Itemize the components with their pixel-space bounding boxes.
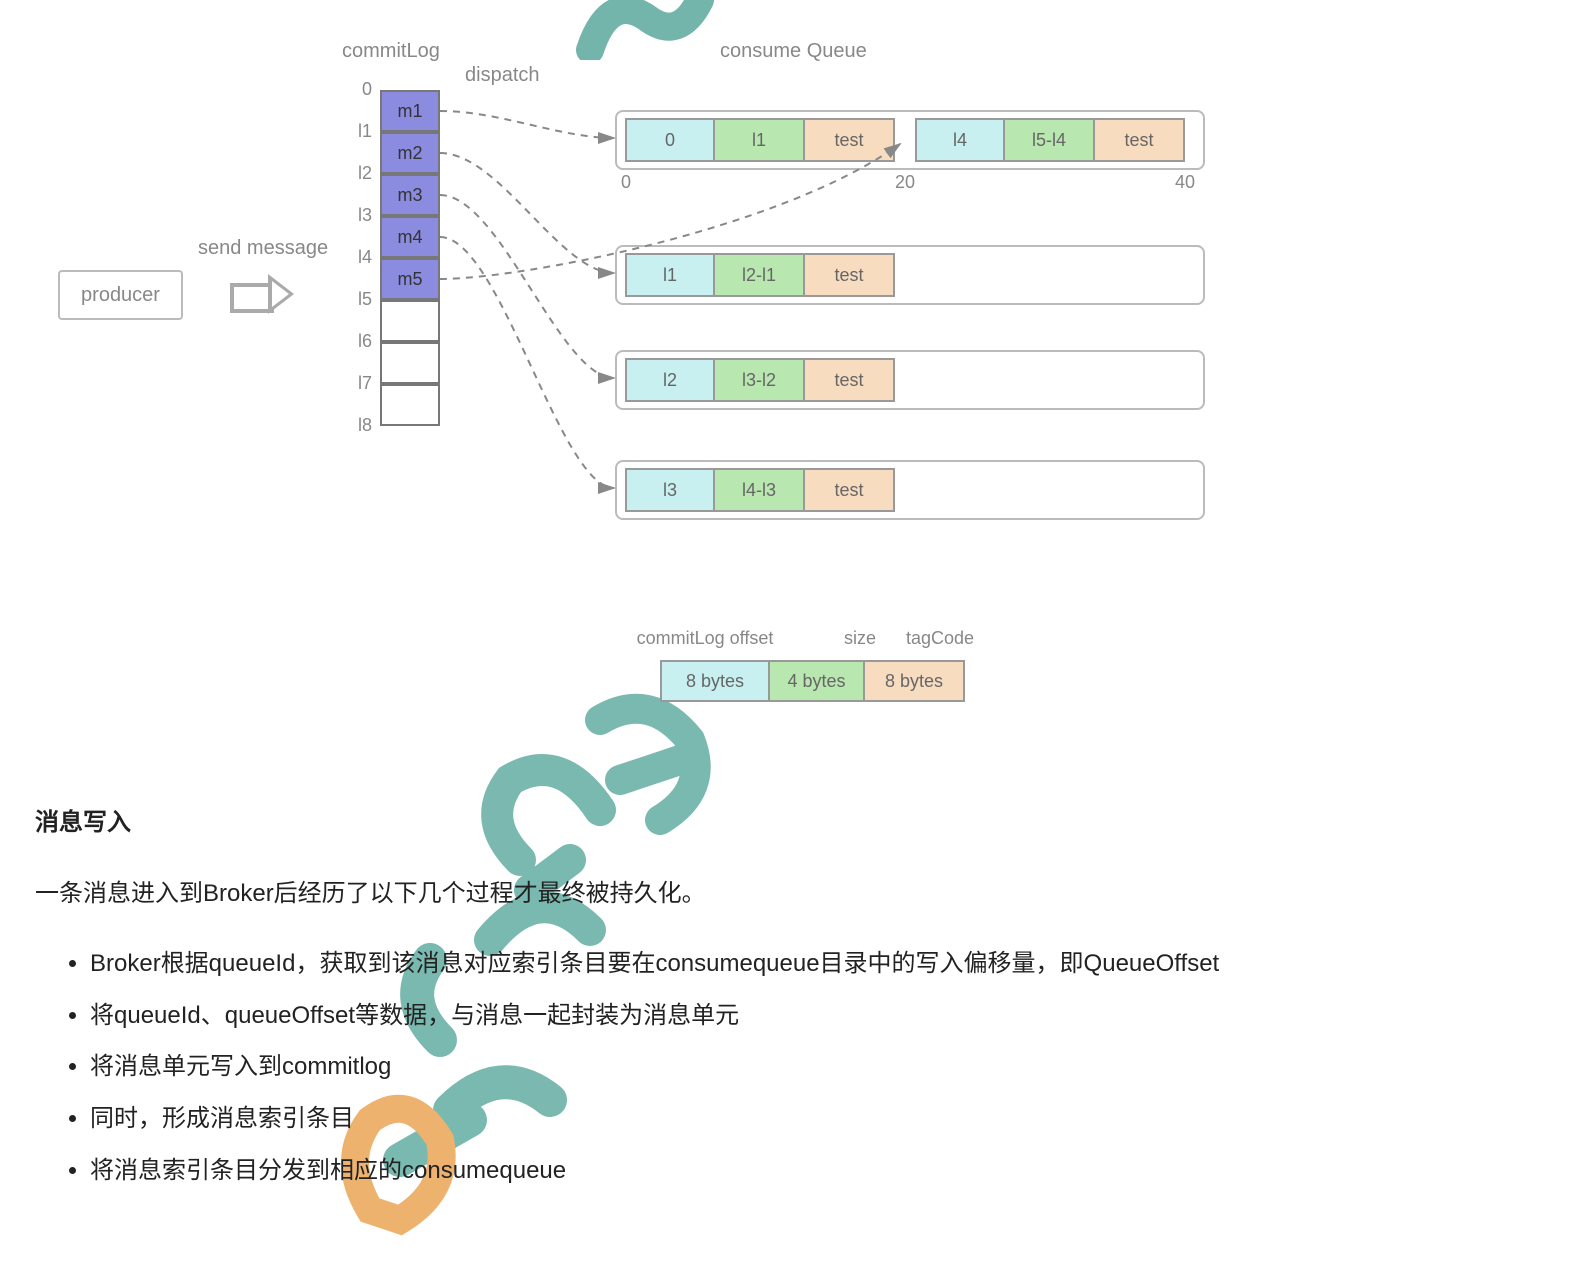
- bullet-item: 将queueId、queueOffset等数据，与消息一起封装为消息单元: [90, 993, 1542, 1039]
- article-text: 消息写入 一条消息进入到Broker后经历了以下几个过程才最终被持久化。 Bro…: [20, 800, 1557, 1193]
- commitlog-cell: [380, 342, 440, 384]
- commitlog-tick: l3: [342, 205, 372, 226]
- send-arrow: [230, 275, 300, 313]
- commitlog-tick: l2: [342, 163, 372, 184]
- legend-header: tagCode: [860, 628, 1020, 649]
- consume-queue-row: l2l3-l2test: [615, 350, 1205, 410]
- intro-paragraph: 一条消息进入到Broker后经历了以下几个过程才最终被持久化。: [35, 871, 1542, 917]
- legend-row: 8 bytes4 bytes8 bytes: [660, 660, 965, 702]
- consume-queue-row: 0l1testl4l5-l4test: [615, 110, 1205, 170]
- bullet-item: 将消息单元写入到commitlog: [90, 1044, 1542, 1090]
- commitlog-cell: m5: [380, 258, 440, 300]
- consume-queue-row: l1l2-l1test: [615, 245, 1205, 305]
- consume-queue-row: l3l4-l3test: [615, 460, 1205, 520]
- commitlog-tick: l7: [342, 373, 372, 394]
- commitlog-cell: m3: [380, 174, 440, 216]
- commitlog-cell: [380, 300, 440, 342]
- commitlog-cell: [380, 384, 440, 426]
- queue-entry-tag: test: [805, 118, 895, 162]
- commitlog-cell: m4: [380, 216, 440, 258]
- queue-entry-tag: test: [805, 253, 895, 297]
- queue-scale-tick: 20: [895, 172, 915, 193]
- dispatch-label: dispatch: [465, 64, 540, 87]
- bullet-item: Broker根据queueId，获取到该消息对应索引条目要在consumeque…: [90, 941, 1542, 987]
- queue-entry-offset: l3: [625, 468, 715, 512]
- queue-scale-tick: 0: [621, 172, 631, 193]
- queue-entry-size: l3-l2: [715, 358, 805, 402]
- legend-header: commitLog offset: [625, 628, 785, 649]
- legend-cell: 4 bytes: [770, 660, 865, 702]
- queue-entry-size: l1: [715, 118, 805, 162]
- producer-label: producer: [81, 284, 160, 307]
- commitlog-tick: l8: [342, 415, 372, 436]
- queue-entry-offset: 0: [625, 118, 715, 162]
- queue-entry-tag: test: [805, 358, 895, 402]
- commitlog-cell: m2: [380, 132, 440, 174]
- legend-cell: 8 bytes: [660, 660, 770, 702]
- commitlog-tick: l1: [342, 121, 372, 142]
- consume-queue-title: consume Queue: [720, 40, 867, 63]
- queue-entry-size: l5-l4: [1005, 118, 1095, 162]
- commitlog-title: commitLog: [342, 40, 440, 63]
- queue-entry-offset: l1: [625, 253, 715, 297]
- send-message-label: send message: [198, 237, 328, 260]
- bullet-item: 同时，形成消息索引条目: [90, 1096, 1542, 1142]
- queue-scale-tick: 40: [1175, 172, 1195, 193]
- queue-entry-size: l4-l3: [715, 468, 805, 512]
- heading: 消息写入: [35, 800, 1542, 846]
- commitlog-cell: m1: [380, 90, 440, 132]
- bullet-list: Broker根据queueId，获取到该消息对应索引条目要在consumeque…: [35, 941, 1542, 1193]
- queue-entry-tag: test: [805, 468, 895, 512]
- legend-cell: 8 bytes: [865, 660, 965, 702]
- commitlog-tick: 0: [342, 79, 372, 100]
- producer-box: producer: [58, 270, 183, 320]
- commitlog-tick: l4: [342, 247, 372, 268]
- bullet-item: 将消息索引条目分发到相应的consumequeue: [90, 1148, 1542, 1194]
- queue-entry-tag: test: [1095, 118, 1185, 162]
- queue-entry-offset: l2: [625, 358, 715, 402]
- queue-entry-size: l2-l1: [715, 253, 805, 297]
- commitlog-tick: l5: [342, 289, 372, 310]
- commitlog-tick: l6: [342, 331, 372, 352]
- diagram: commitLog dispatch consume Queue send me…: [20, 20, 1577, 770]
- queue-entry-offset: l4: [915, 118, 1005, 162]
